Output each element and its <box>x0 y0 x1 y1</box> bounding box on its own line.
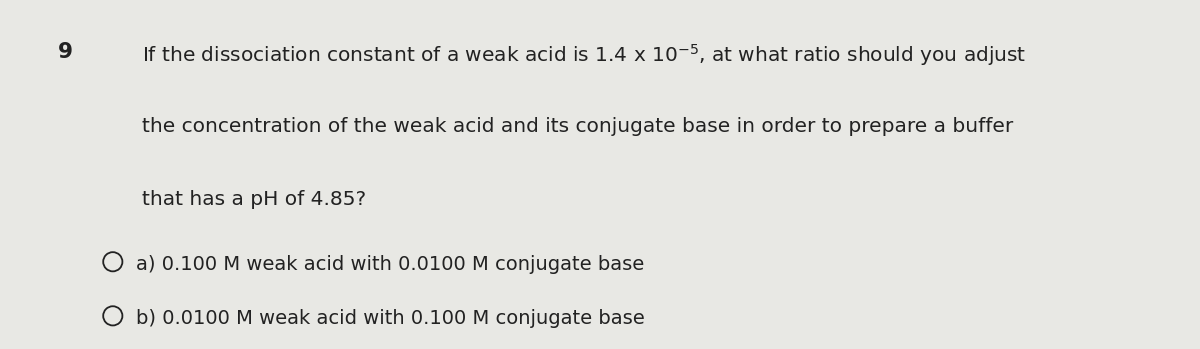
Text: If the dissociation constant of a weak acid is 1.4 x 10$^{-5}$, at what ratio sh: If the dissociation constant of a weak a… <box>142 42 1026 68</box>
Text: 9: 9 <box>58 42 72 62</box>
Text: a) 0.100 M weak acid with 0.0100 M conjugate base: a) 0.100 M weak acid with 0.0100 M conju… <box>136 255 644 274</box>
Text: b) 0.0100 M weak acid with 0.100 M conjugate base: b) 0.0100 M weak acid with 0.100 M conju… <box>136 309 644 328</box>
Text: the concentration of the weak acid and its conjugate base in order to prepare a : the concentration of the weak acid and i… <box>142 117 1013 136</box>
Text: that has a pH of 4.85?: that has a pH of 4.85? <box>142 190 366 209</box>
